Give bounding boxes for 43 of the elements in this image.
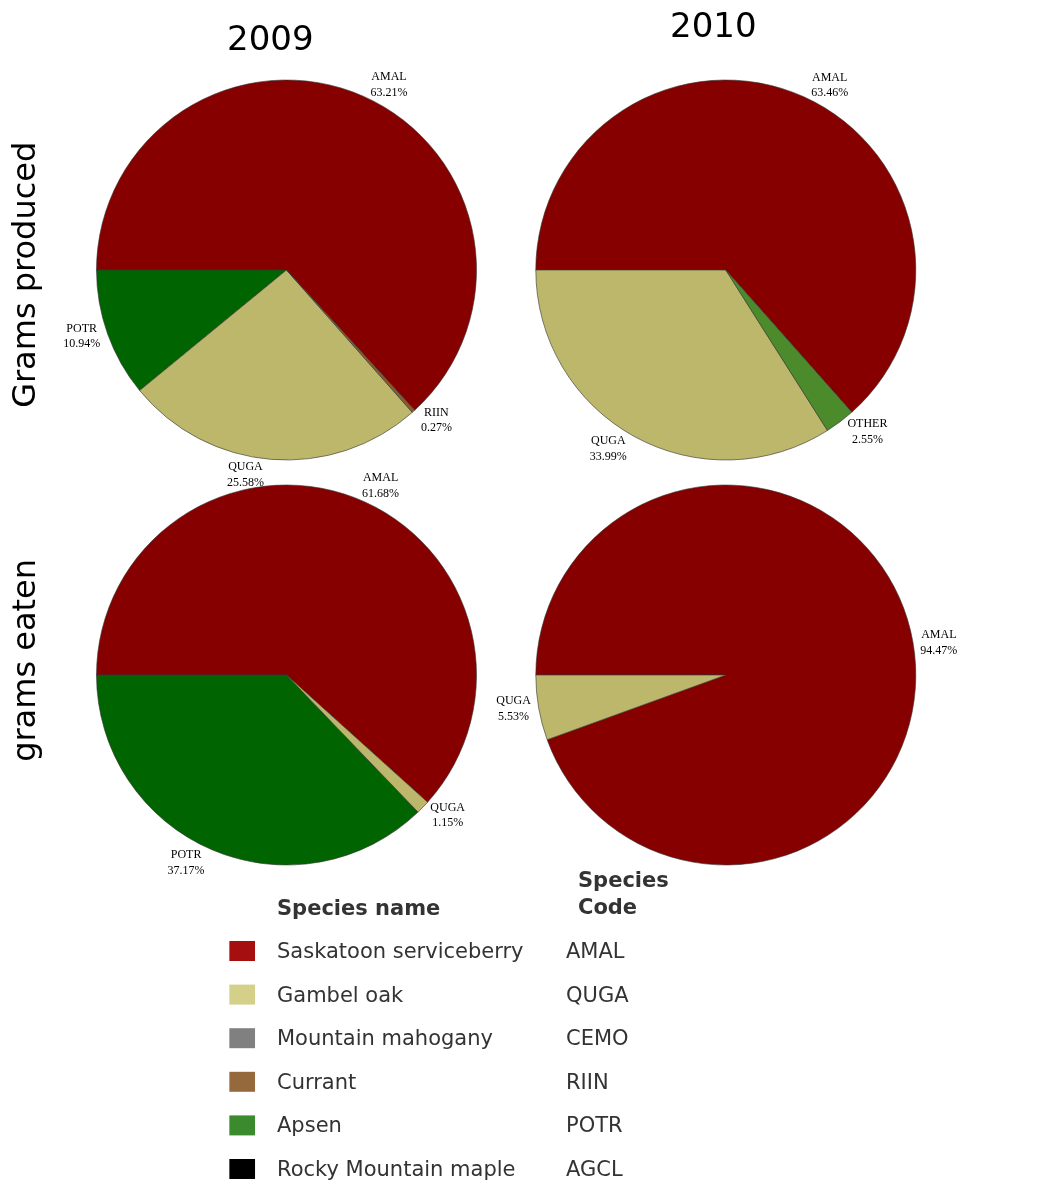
data-label: 63.46% <box>811 85 849 100</box>
category-label: Apsen <box>277 1113 342 1137</box>
data-label: 10.94% <box>63 336 101 351</box>
text: Species Code <box>578 868 669 920</box>
text: AGCL <box>566 1157 623 1181</box>
text: grams eaten <box>4 558 43 762</box>
slice-label: AMAL <box>921 626 957 641</box>
text: RIIN <box>566 1070 609 1094</box>
text: AMAL <box>566 939 625 963</box>
category-label: Rocky Mountain maple <box>277 1157 516 1181</box>
slice-label: RIIN <box>424 404 450 419</box>
category-label: Mountain mahogany <box>277 1026 493 1050</box>
data-label: 2.55% <box>851 432 883 447</box>
data-label: 37.17% <box>167 863 205 878</box>
chart-title: 2009 <box>227 18 314 58</box>
data-label: 25.58% <box>226 474 264 489</box>
data-label: 94.47% <box>920 642 958 657</box>
category-label: Gambel oak <box>277 983 405 1007</box>
slice-label: POTR <box>170 847 202 862</box>
data-label: 63.21% <box>370 84 408 99</box>
slice-label: QUGA <box>496 693 532 708</box>
category-label: Saskatoon serviceberry <box>277 939 524 963</box>
text: Species name <box>277 896 441 920</box>
slice-label: AMAL <box>371 68 407 83</box>
slice-label: QUGA <box>590 433 626 448</box>
text: CEMO <box>566 1026 629 1050</box>
data-label: 61.68% <box>362 485 400 500</box>
slice-label: POTR <box>66 320 98 335</box>
data-label: 1.15% <box>432 815 464 830</box>
data-label: 0.27% <box>420 420 452 435</box>
slice-label: OTHER <box>847 416 888 431</box>
pie-slice <box>535 484 916 865</box>
slice-label: QUGA <box>228 459 264 474</box>
chart-title: 2010 <box>670 5 757 45</box>
text: POTR <box>566 1113 623 1137</box>
category-label: Currant <box>277 1070 357 1094</box>
data-label: 5.53% <box>498 709 530 724</box>
slice-label: AMAL <box>812 69 848 84</box>
data-label: 33.99% <box>589 448 627 463</box>
slice-label: QUGA <box>430 799 466 814</box>
slice-label: AMAL <box>362 469 399 484</box>
text: Grams produced <box>4 141 43 408</box>
text: QUGA <box>566 983 630 1007</box>
